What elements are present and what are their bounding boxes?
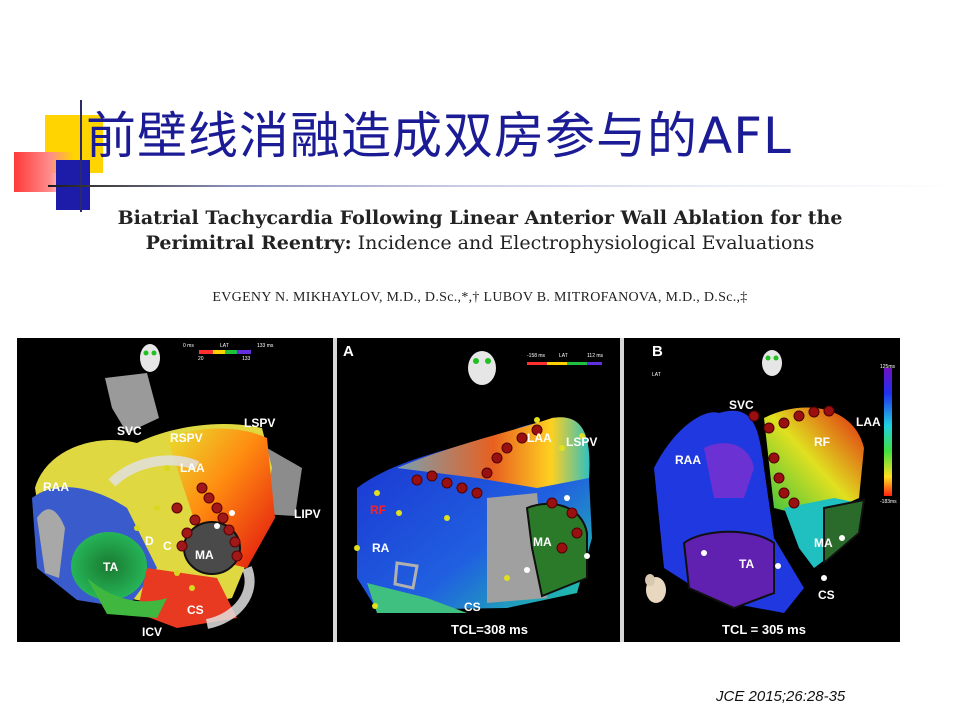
legend-max: 133 (242, 356, 251, 362)
left-map-graphic (32, 344, 302, 629)
legend-max-top: 133 ms (257, 343, 274, 349)
panel-a-label-cs: CS (464, 600, 481, 614)
panel-separator (620, 338, 624, 642)
label-lspv: LSPV (244, 416, 276, 430)
panel-b-label-rf: RF (814, 435, 830, 449)
panel-a-legend-title: LAT (559, 353, 568, 359)
label-ma: MA (195, 548, 214, 562)
label-ta: TA (103, 560, 119, 574)
label-cs: CS (187, 603, 204, 617)
panel-left-map: 0 ms LAT 133 ms 20 133 SVC RSPV LSPV LAA… (17, 338, 331, 642)
panel-a-graphic (354, 351, 602, 613)
panel-b-legend-title: LAT (652, 372, 661, 378)
paper-header: Biatrial Tachycardia Following Linear An… (100, 206, 860, 256)
panel-a-letter: A (343, 343, 354, 360)
legend-min-top: 0 ms (183, 343, 194, 349)
panel-b-label-laa: LAA (856, 415, 881, 429)
label-raa: RAA (43, 480, 69, 494)
title-underline (48, 185, 960, 187)
paper-title: Biatrial Tachycardia Following Linear An… (100, 206, 860, 256)
panel-b-label-cs: CS (818, 588, 835, 602)
label-laa: LAA (180, 461, 205, 475)
panel-a-tcl: TCL=308 ms (451, 622, 528, 637)
panel-b-letter: B (652, 343, 663, 360)
decor-vertical-line (80, 100, 82, 212)
panel-b-map: 125ms -183ms LAT B SVC LAA RAA RF MA TA … (624, 338, 900, 642)
panel-b-label-svc: SVC (729, 398, 754, 412)
panel-a-legend-min: -158 ms (527, 353, 546, 359)
panel-b-graphic (645, 350, 892, 613)
panel-b-legend-min: -183ms (880, 499, 897, 505)
paper-title-bold: Biatrial Tachycardia Following Linear An… (117, 207, 843, 254)
legend-min: 20 (198, 356, 204, 362)
panel-a-map: -158 ms LAT 112 ms A LAA LSPV RF RA MA C… (337, 338, 620, 642)
electroanatomic-figure: 0 ms LAT 133 ms 20 133 SVC RSPV LSPV LAA… (17, 338, 900, 642)
slide-title: 前壁线消融造成双房参与的AFL (86, 107, 792, 165)
panel-a-label-ma: MA (533, 535, 552, 549)
panel-a-legend-max: 112 ms (587, 353, 604, 359)
panel-b-label-ta: TA (739, 557, 755, 571)
citation: JCE 2015;26:28-35 (716, 688, 846, 705)
panel-a-label-ra: RA (372, 541, 390, 555)
panel-a-label-lspv: LSPV (566, 435, 598, 449)
panel-b-label-ma: MA (814, 536, 833, 550)
panel-a-label-rf: RF (370, 503, 386, 517)
legend-title: LAT (220, 343, 229, 349)
label-d: D (145, 534, 154, 548)
panel-b-label-raa: RAA (675, 453, 701, 467)
label-c: C (163, 539, 172, 553)
paper-title-normal: Incidence and Electrophysiological Evalu… (351, 232, 815, 254)
label-lipv: LIPV (294, 507, 321, 521)
label-rspv: RSPV (170, 431, 203, 445)
paper-authors: EVGENY N. MIKHAYLOV, M.D., D.Sc.,*,† LUB… (212, 290, 748, 305)
label-svc: SVC (117, 424, 142, 438)
panel-separator (333, 338, 337, 642)
panel-b-tcl: TCL = 305 ms (722, 622, 806, 637)
panel-b-legend-max: 125ms (880, 364, 896, 370)
panel-a-label-laa: LAA (527, 431, 552, 445)
label-icv: ICV (142, 625, 163, 639)
